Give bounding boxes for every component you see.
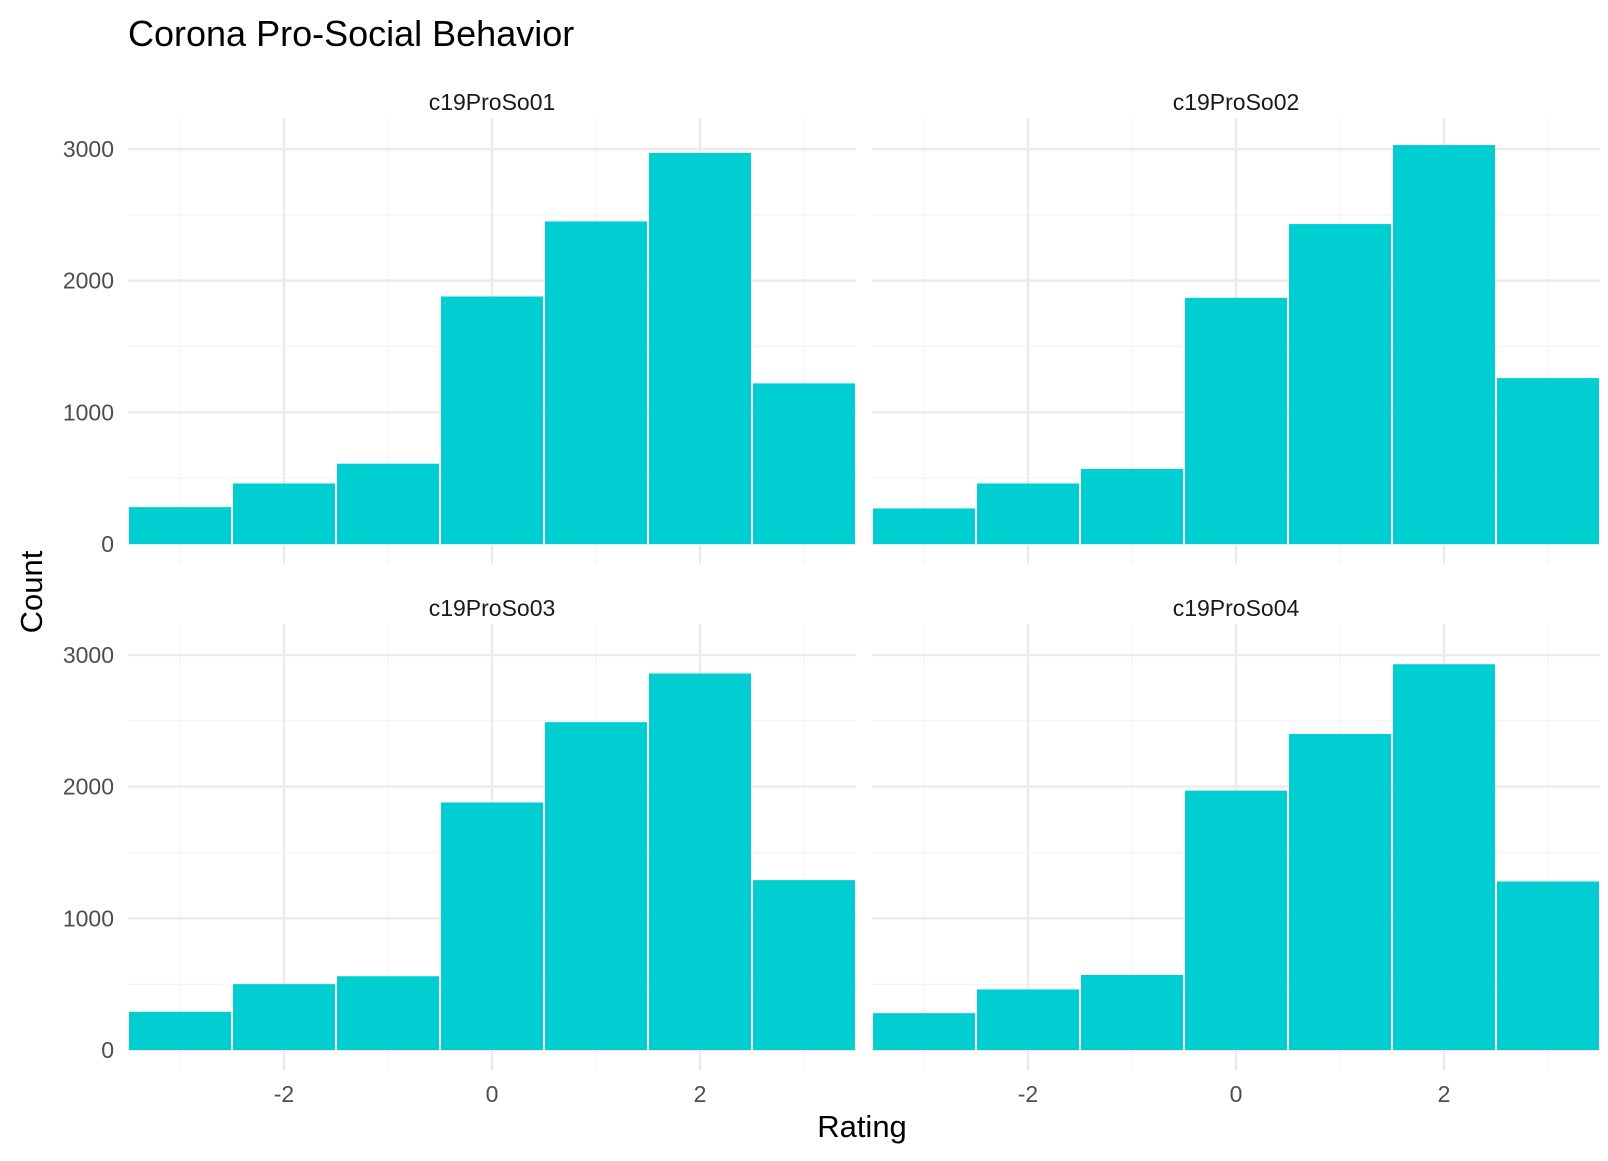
y-tick-label: 1000 xyxy=(63,905,114,931)
facet-strip-label: c19ProSo02 xyxy=(1173,89,1300,115)
facet-panel: c19ProSo03 0 1000 2000 3000 -2 0 2 xyxy=(63,595,856,1107)
histogram-bar xyxy=(545,221,647,544)
histogram-bar xyxy=(753,880,855,1050)
histogram-bar xyxy=(977,989,1079,1050)
facet-strip-label: c19ProSo04 xyxy=(1173,595,1300,621)
facet-strip-label: c19ProSo01 xyxy=(429,89,556,115)
y-tick-label: 1000 xyxy=(63,399,114,425)
histogram-bar xyxy=(337,976,439,1050)
x-tick-label: -2 xyxy=(1018,1081,1038,1107)
histogram-bar xyxy=(545,722,647,1050)
histogram-bar xyxy=(1289,224,1391,545)
y-tick-label: 0 xyxy=(101,531,114,557)
histogram-bar xyxy=(1393,145,1495,544)
histogram-bar xyxy=(233,483,335,544)
histogram-bar xyxy=(441,296,543,544)
chart-title: Corona Pro-Social Behavior xyxy=(128,13,574,54)
histogram-bar xyxy=(1289,734,1391,1050)
y-axis-title: Count xyxy=(14,550,49,633)
histogram-bar xyxy=(977,483,1079,544)
histogram-bar xyxy=(873,1013,975,1050)
histogram-bar xyxy=(1497,881,1599,1050)
facet-panels: c19ProSo010100020003000c19ProSo02c19ProS… xyxy=(63,89,1600,1107)
histogram-bar xyxy=(1497,378,1599,544)
y-tick-label: 3000 xyxy=(63,136,114,162)
facet-strip-label: c19ProSo03 xyxy=(429,595,556,621)
histogram-bar xyxy=(753,383,855,544)
histogram-bar xyxy=(1393,664,1495,1050)
histogram-bar xyxy=(1185,790,1287,1050)
y-tick-label: 2000 xyxy=(63,774,114,800)
histogram-bar xyxy=(233,984,335,1050)
histogram-bar xyxy=(441,802,543,1050)
x-axis-title: Rating xyxy=(817,1109,907,1144)
y-tick-label: 2000 xyxy=(63,268,114,294)
histogram-bar xyxy=(873,508,975,544)
facet-panel: c19ProSo04 -2 0 2 xyxy=(872,595,1600,1107)
x-tick-label: 0 xyxy=(1230,1081,1243,1107)
x-tick-label: 2 xyxy=(694,1081,707,1107)
x-tick-label: 0 xyxy=(486,1081,499,1107)
histogram-bar xyxy=(129,507,231,544)
y-tick-label: 3000 xyxy=(63,642,114,668)
facet-panel: c19ProSo02 xyxy=(872,89,1600,564)
x-tick-label: -2 xyxy=(274,1081,294,1107)
histogram-bar xyxy=(1081,974,1183,1050)
histogram-bar xyxy=(649,673,751,1050)
histogram-bar xyxy=(649,152,751,544)
y-tick-label: 0 xyxy=(101,1037,114,1063)
histogram-bar xyxy=(1185,297,1287,544)
histogram-bar xyxy=(1081,468,1183,544)
histogram-bar xyxy=(129,1011,231,1050)
facet-panel: c19ProSo01 0 1000 2000 3000 xyxy=(63,89,856,564)
histogram-bar xyxy=(337,463,439,544)
x-tick-label: 2 xyxy=(1438,1081,1451,1107)
